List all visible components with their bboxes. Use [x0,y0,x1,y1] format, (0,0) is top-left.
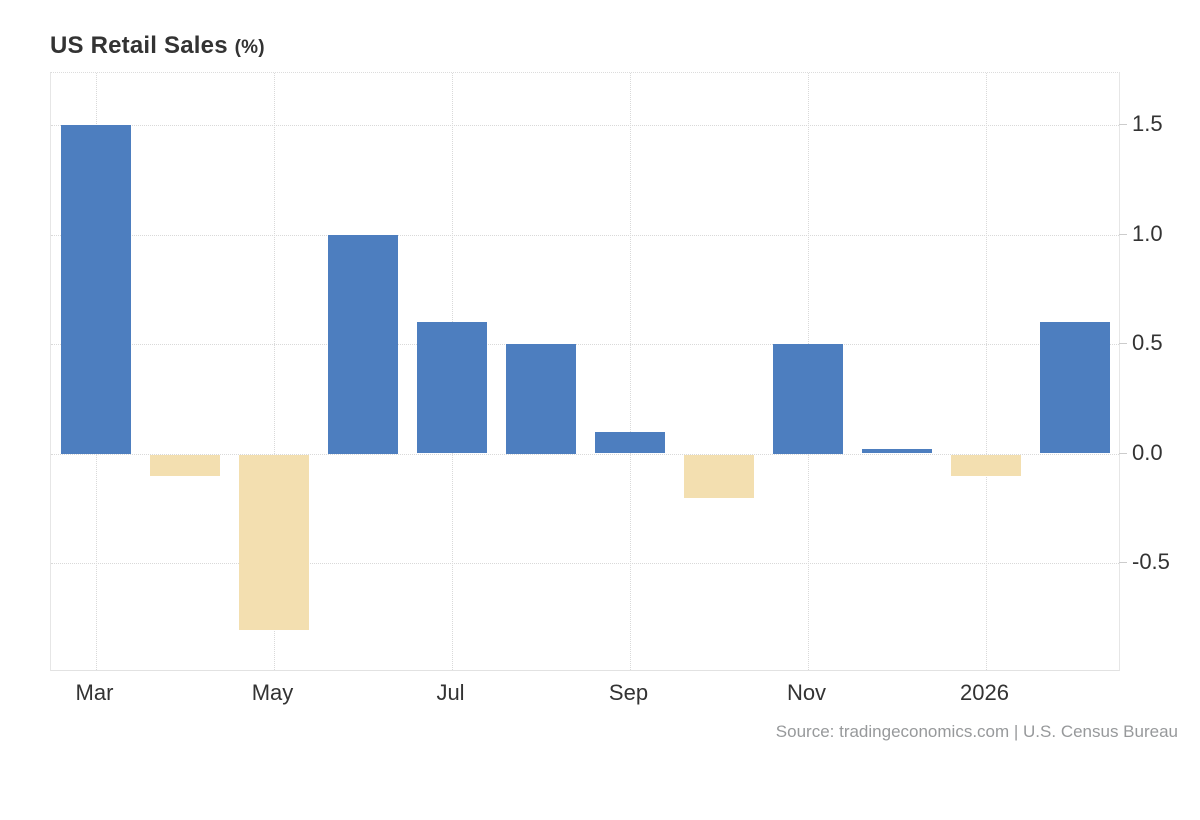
y-axis-tick-0.0 [1119,452,1127,454]
bar-oct[interactable] [683,454,754,499]
x-gridline-may [273,73,275,670]
bar-jul[interactable] [416,322,487,454]
x-axis-label-jul: Jul [436,680,465,705]
bar-apr[interactable] [149,454,220,477]
x-axis-label-mar: Mar [75,680,114,705]
bar-may[interactable] [238,454,309,630]
y-axis-label-1.5: 1.5 [1132,111,1163,136]
bar-mar[interactable] [60,125,131,454]
y-gridline-1.0 [51,234,1119,236]
bar-aug[interactable] [505,344,576,454]
x-axis-label-nov: Nov [786,680,827,705]
bar-dec[interactable] [861,449,932,454]
y-axis-tick-1.5 [1119,124,1127,125]
y-axis-label-1.0: 1.0 [1132,220,1163,246]
plot-area [50,72,1120,671]
x-axis-label-2026: 2026 [960,680,1009,705]
bar-sep[interactable] [594,431,665,454]
y-axis-label--0.5: -0.5 [1132,549,1170,574]
y-gridline-0.5 [51,344,1119,345]
x-gridline-2026 [985,73,987,670]
bar-nov[interactable] [772,344,843,454]
chart-title-unit: (%) [234,37,265,58]
chart-title: US Retail Sales (%) [50,32,265,60]
x-axis-label-may: May [251,680,294,705]
bar-jan-2026[interactable] [950,454,1021,477]
chart-title-text: US Retail Sales [50,32,228,59]
y-axis-label-0.0: 0.0 [1132,439,1163,465]
x-axis-label-sep: Sep [608,680,649,705]
y-axis-label-0.5: 0.5 [1132,330,1163,355]
y-axis-tick-1.0 [1119,233,1127,235]
bar-feb-2026[interactable] [1039,322,1110,454]
y-gridline--0.5 [51,563,1119,564]
source-attribution: Source: tradingeconomics.com | U.S. Cens… [775,722,1178,741]
y-gridline-1.5 [51,125,1119,126]
x-gridline-sep [629,73,631,670]
y-gridline-0.0 [51,453,1119,455]
y-axis-tick-0.5 [1119,343,1127,344]
bar-jun[interactable] [327,234,398,454]
y-axis-tick--0.5 [1119,562,1127,563]
